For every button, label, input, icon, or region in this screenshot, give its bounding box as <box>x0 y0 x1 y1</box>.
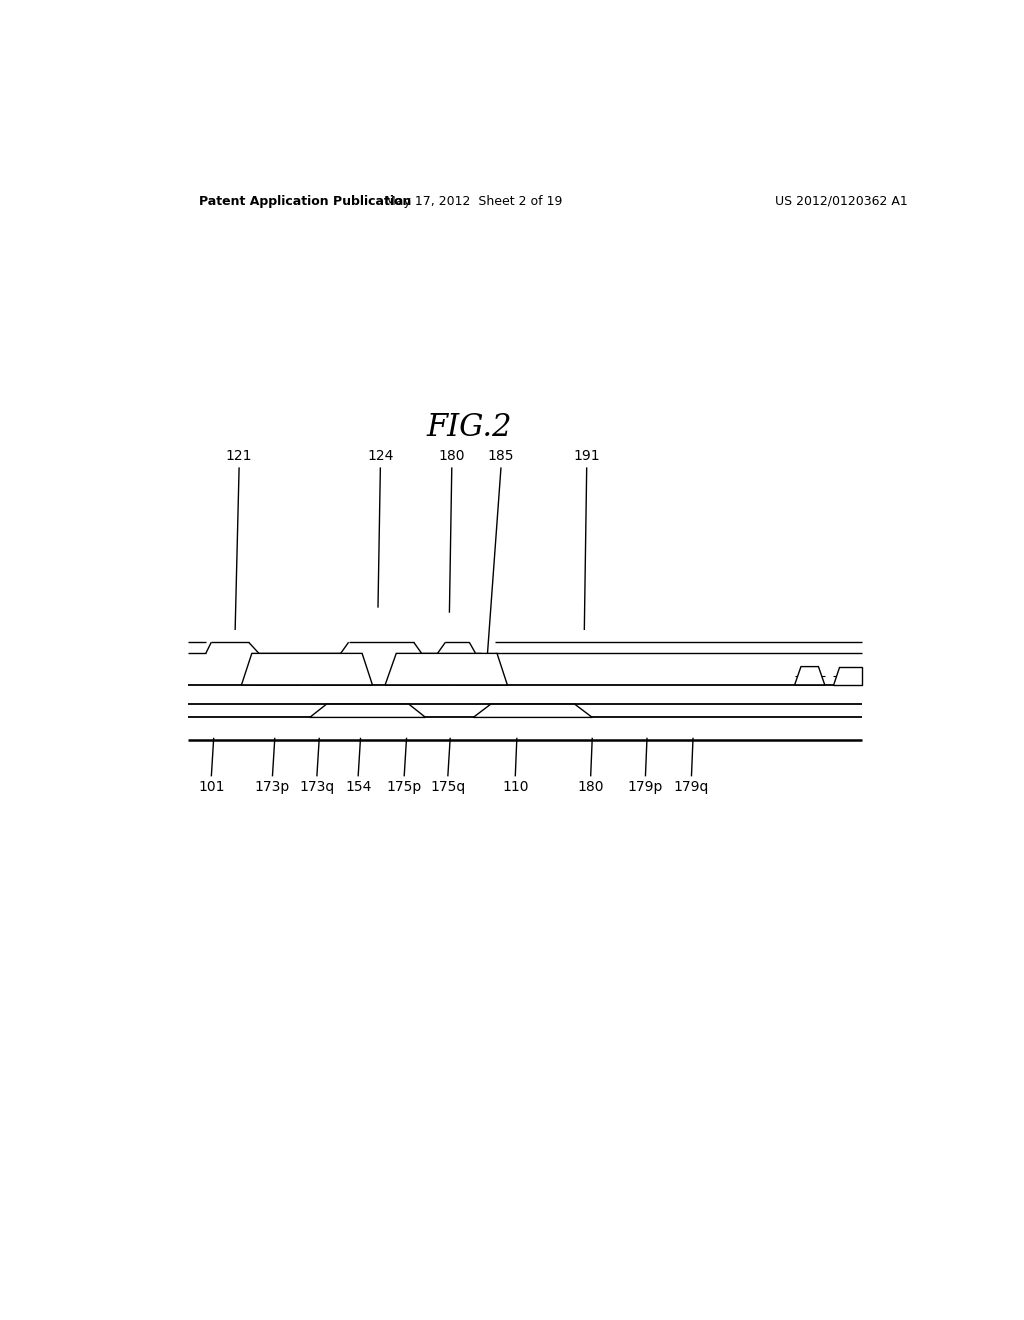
Polygon shape <box>312 667 358 685</box>
Text: 121: 121 <box>226 449 252 463</box>
Text: 175p: 175p <box>386 780 422 795</box>
Text: 185: 185 <box>487 449 514 463</box>
Polygon shape <box>385 653 507 685</box>
Polygon shape <box>795 667 824 685</box>
Text: US 2012/0120362 A1: US 2012/0120362 A1 <box>775 194 907 207</box>
Polygon shape <box>833 667 862 685</box>
Text: 173p: 173p <box>255 780 290 795</box>
Text: 124: 124 <box>368 449 393 463</box>
Text: 175q: 175q <box>430 780 466 795</box>
Text: 180: 180 <box>578 780 604 795</box>
Polygon shape <box>456 667 500 685</box>
Text: 180: 180 <box>438 449 465 463</box>
Text: Patent Application Publication: Patent Application Publication <box>200 194 412 207</box>
Text: May 17, 2012  Sheet 2 of 19: May 17, 2012 Sheet 2 of 19 <box>385 194 562 207</box>
Text: 191: 191 <box>573 449 600 463</box>
Polygon shape <box>399 667 445 685</box>
Polygon shape <box>257 667 301 685</box>
Text: 110: 110 <box>502 780 528 795</box>
Polygon shape <box>309 704 426 718</box>
Polygon shape <box>473 704 592 718</box>
Polygon shape <box>242 653 373 685</box>
Text: 154: 154 <box>345 780 372 795</box>
Text: 101: 101 <box>198 780 224 795</box>
Text: 179q: 179q <box>674 780 710 795</box>
Text: 173q: 173q <box>299 780 335 795</box>
Text: FIG.2: FIG.2 <box>427 412 512 444</box>
Text: 179p: 179p <box>628 780 664 795</box>
